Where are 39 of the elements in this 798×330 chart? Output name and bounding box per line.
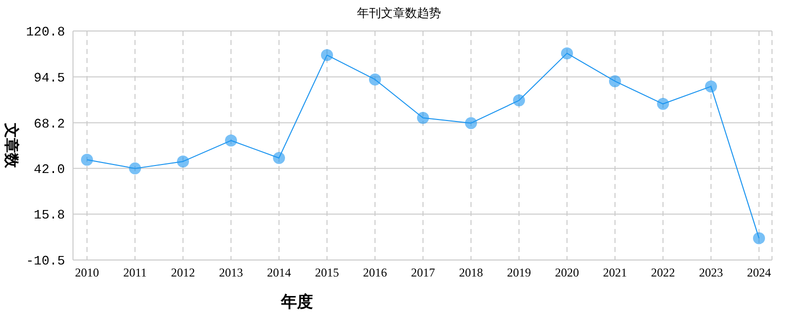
- y-tick-label: 42.0: [34, 162, 65, 178]
- point: [321, 49, 333, 62]
- point: [561, 47, 573, 60]
- x-tick-label: 2022: [651, 266, 675, 280]
- y-tick-label: 68.2: [34, 116, 65, 132]
- point: [705, 80, 717, 92]
- y-tick-label: 94.5: [34, 70, 65, 86]
- point: [417, 112, 429, 124]
- point: [177, 155, 189, 168]
- x-tick-label: 2016: [363, 266, 387, 280]
- point: [513, 94, 525, 106]
- x-tick-label: 2011: [123, 266, 147, 280]
- x-tick-label: 2023: [699, 266, 723, 280]
- point: [273, 152, 285, 164]
- x-tick-label: 2014: [267, 266, 291, 280]
- point: [129, 162, 141, 174]
- x-tick-label: 2017: [411, 266, 435, 280]
- chart-title: 年刊文章数趋势: [356, 5, 442, 22]
- x-axis-title: 年度: [280, 292, 314, 313]
- y-tick-label: 120.8: [26, 24, 65, 40]
- x-tick-label: 2015: [315, 266, 339, 280]
- y-tick-label: 15.8: [34, 208, 65, 223]
- point: [81, 154, 93, 166]
- x-tick-label: 2012: [171, 266, 195, 280]
- x-tick-label: 2010: [75, 266, 99, 280]
- point: [753, 232, 765, 244]
- y-axis-title: 文章数: [2, 122, 21, 169]
- x-tick-label: 2024: [747, 266, 771, 280]
- point: [225, 134, 237, 147]
- point: [609, 75, 621, 88]
- x-tick-label: 2020: [555, 266, 579, 280]
- x-tick-label: 2013: [219, 266, 243, 280]
- x-tick-label: 2021: [603, 266, 627, 280]
- x-tick-label: 2019: [507, 266, 531, 280]
- point: [657, 98, 669, 110]
- point: [465, 117, 477, 130]
- x-tick-label: 2018: [459, 266, 483, 280]
- y-tick-label: -10.5: [26, 254, 65, 269]
- point: [369, 73, 381, 86]
